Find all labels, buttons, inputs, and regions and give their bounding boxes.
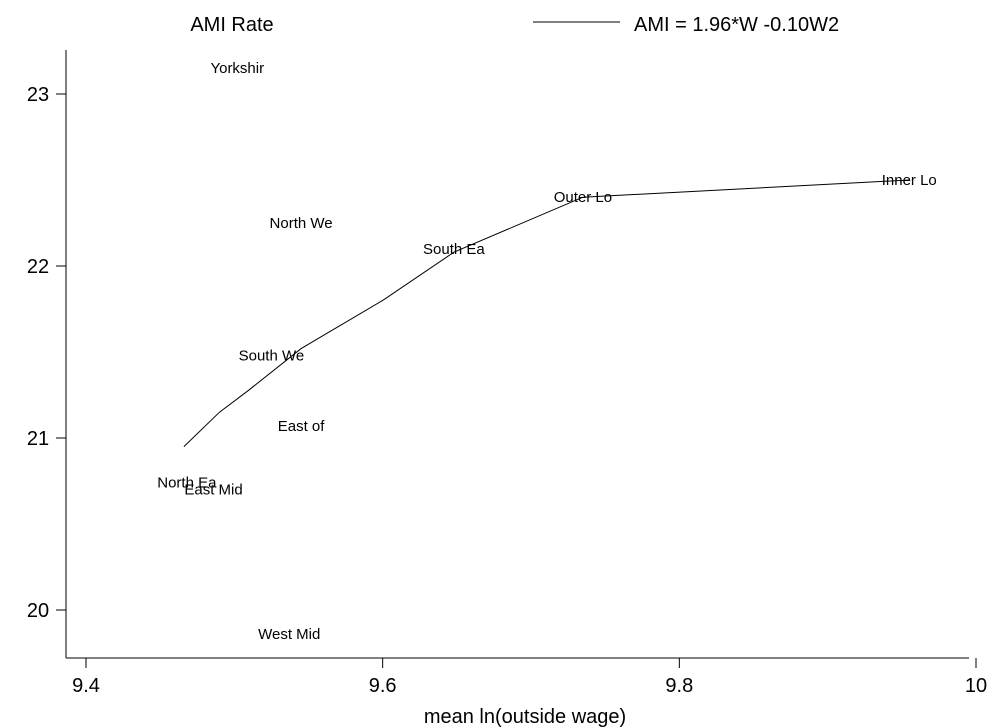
point-label: East Mid bbox=[184, 482, 242, 499]
x-tick-label: 9.4 bbox=[72, 675, 100, 697]
x-tick-label: 9.6 bbox=[369, 675, 397, 697]
x-tick-label: 9.8 bbox=[665, 675, 693, 697]
y-axis: 20 21 22 23 bbox=[27, 50, 67, 658]
y-tick-label: 21 bbox=[27, 428, 49, 450]
point-label: South Ea bbox=[423, 241, 485, 258]
chart-title: AMI Rate bbox=[190, 14, 273, 36]
legend-entry: AMI = 1.96*W -0.10W2 bbox=[634, 14, 839, 36]
point-label: East of bbox=[278, 418, 326, 435]
point-label: West Mid bbox=[258, 626, 320, 643]
point-label: North We bbox=[270, 215, 333, 232]
x-axis-label: mean ln(outside wage) bbox=[424, 706, 626, 727]
y-tick-label: 22 bbox=[27, 256, 49, 278]
point-label: Outer Lo bbox=[554, 189, 612, 206]
x-axis: 9.4 9.6 9.8 10 bbox=[66, 657, 987, 697]
point-label: North Ea bbox=[157, 475, 217, 492]
fit-line bbox=[183, 179, 910, 447]
point-label: Inner Lo bbox=[882, 172, 937, 189]
y-tick-label: 20 bbox=[27, 600, 49, 622]
legend: AMI = 1.96*W -0.10W2 bbox=[533, 14, 839, 36]
point-label: Yorkshir bbox=[210, 60, 264, 77]
fit-line-group bbox=[183, 179, 910, 447]
point-labels-group: Yorkshir Inner Lo Outer Lo North We South Ea… bbox=[157, 60, 937, 643]
y-tick-label: 23 bbox=[27, 84, 49, 106]
point-label: South We bbox=[239, 347, 305, 364]
chart-title-text: AMI Rate bbox=[190, 14, 273, 36]
x-tick-label: 10 bbox=[965, 675, 987, 697]
